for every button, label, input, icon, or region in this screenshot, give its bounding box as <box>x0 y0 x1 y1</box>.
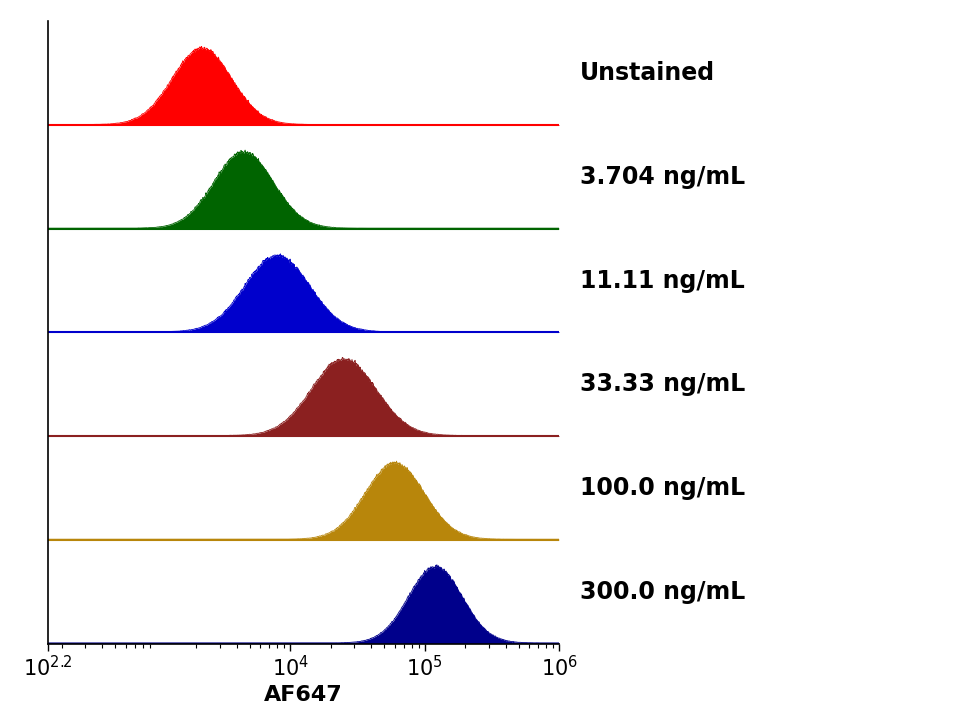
Text: 33.33 ng/mL: 33.33 ng/mL <box>579 373 745 396</box>
Text: 3.704 ng/mL: 3.704 ng/mL <box>579 165 744 189</box>
Text: 100.0 ng/mL: 100.0 ng/mL <box>579 476 744 500</box>
Text: Unstained: Unstained <box>579 61 714 85</box>
X-axis label: AF647: AF647 <box>264 686 343 706</box>
Text: 300.0 ng/mL: 300.0 ng/mL <box>579 580 745 603</box>
Text: 11.11 ng/mL: 11.11 ng/mL <box>579 269 744 292</box>
